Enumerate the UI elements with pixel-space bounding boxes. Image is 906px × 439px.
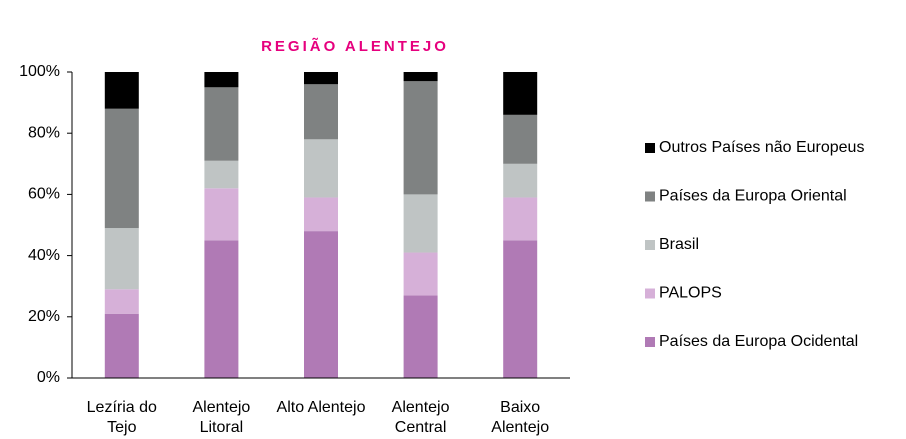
x-tick-label: Alentejo Litoral (192, 399, 251, 436)
bar-segment (204, 72, 239, 88)
bar-segment (304, 72, 338, 85)
x-tick-label: Lezíria do Tejo (86, 399, 157, 436)
legend-swatch (645, 240, 655, 250)
legend-swatch (645, 143, 655, 153)
bar-segment (403, 252, 438, 296)
legend-swatch (645, 288, 655, 299)
legend-label: PALOPS (659, 285, 722, 302)
bar-segment (304, 84, 338, 140)
y-tick-label: 60% (28, 186, 60, 203)
bar-segment (104, 313, 139, 378)
bar-segment (104, 289, 139, 314)
bar-segment (104, 108, 139, 229)
bar-segment (304, 139, 338, 198)
bar-segment (503, 163, 538, 198)
y-tick-label: 20% (28, 308, 60, 325)
legend-label: Outros Países não Europeus (659, 139, 864, 156)
legend-swatch (645, 191, 655, 202)
bar-segment (503, 114, 538, 164)
bar-segment (204, 87, 239, 161)
bar-segment (403, 295, 438, 378)
bar-segment (503, 72, 538, 115)
bar-segment (503, 197, 538, 241)
bar-segment (204, 240, 239, 378)
bar-segment (403, 194, 438, 253)
y-tick-label: 100% (19, 63, 60, 80)
legend-label: Países da Europa Oriental (659, 188, 847, 205)
chart-title: REGIÃO ALENTEJO (261, 37, 449, 55)
bar-segment (104, 72, 139, 109)
bar-segment (403, 81, 438, 195)
x-tick-label: Alto Alentejo (276, 399, 366, 416)
y-tick-label: 0% (37, 369, 60, 386)
bar-segment (304, 231, 338, 378)
bar-segment (403, 72, 438, 82)
y-tick-label: 40% (28, 247, 60, 264)
x-tick-label: Alentejo Central (391, 399, 450, 436)
bar-segment (104, 228, 139, 290)
legend-swatch (645, 337, 655, 347)
legend-label: Brasil (659, 236, 699, 253)
bar-segment (304, 197, 338, 232)
legend-label: Países da Europa Ocidental (659, 333, 858, 350)
y-tick-label: 80% (28, 124, 60, 141)
bar-segment (204, 160, 239, 189)
bar-segment (503, 240, 538, 378)
bar-segment (204, 188, 239, 241)
x-tick-label: Baixo Alentejo (491, 399, 550, 436)
